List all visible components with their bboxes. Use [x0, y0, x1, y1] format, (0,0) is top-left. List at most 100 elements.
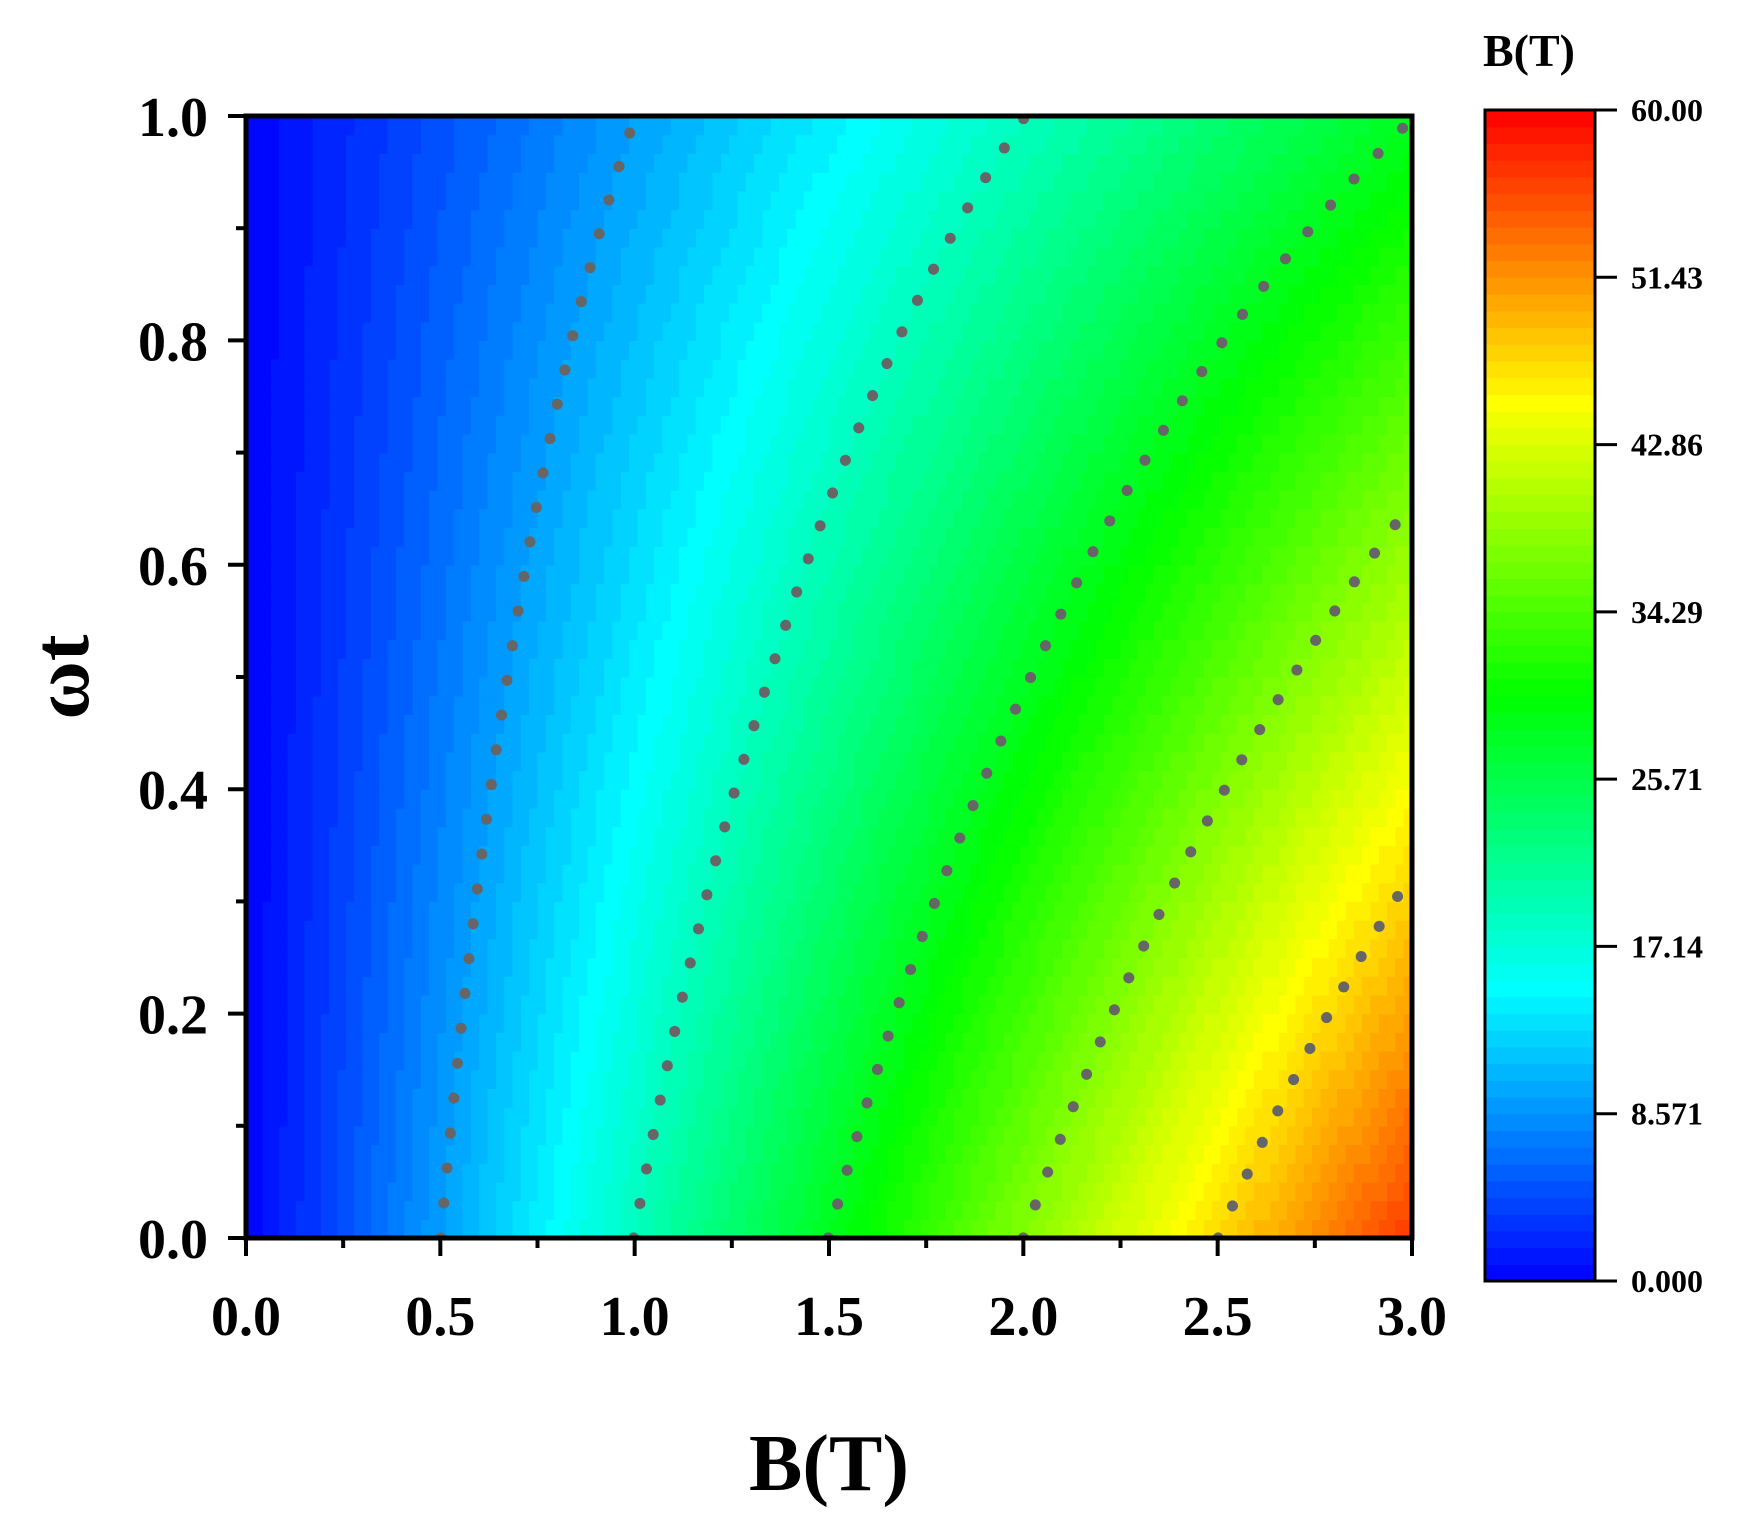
colorbar-swatch: [1485, 244, 1595, 261]
colorbar-swatch: [1485, 394, 1595, 411]
colorbar-swatch: [1485, 846, 1595, 863]
x-tick-label: 0.0: [211, 1286, 281, 1348]
x-axis: 0.0 0.5 1.0 1.5 2.0 2.5 3.0: [211, 1238, 1447, 1348]
colorbar-swatch: [1485, 495, 1595, 512]
colorbar-swatch: [1485, 880, 1595, 897]
colorbar-title: B(T): [1483, 25, 1575, 76]
colorbar-swatch: [1485, 562, 1595, 579]
colorbar-swatch: [1485, 729, 1595, 746]
colorbar-swatch: [1485, 762, 1595, 779]
x-tick-label: 2.5: [1183, 1286, 1253, 1348]
y-tick-label: 0.0: [138, 1209, 208, 1271]
colorbar-swatch: [1485, 294, 1595, 311]
colorbar-swatch: [1485, 946, 1595, 963]
colorbar-swatch: [1485, 662, 1595, 679]
y-tick-label: 0.8: [138, 311, 208, 373]
colorbar-tick-label: 8.571: [1631, 1096, 1703, 1132]
colorbar-swatch: [1485, 528, 1595, 545]
colorbar-swatch: [1485, 1030, 1595, 1047]
colorbar-swatch: [1485, 478, 1595, 495]
colorbar-swatch: [1485, 779, 1595, 796]
colorbar-swatch: [1485, 896, 1595, 913]
colorbar-swatch: [1485, 344, 1595, 361]
colorbar-swatch: [1485, 913, 1595, 930]
colorbar-swatch: [1485, 930, 1595, 947]
colorbar-swatch: [1485, 1164, 1595, 1181]
colorbar-swatch: [1485, 1013, 1595, 1030]
colorbar-swatch: [1485, 378, 1595, 395]
colorbar-swatch: [1485, 1181, 1595, 1198]
colorbar-swatch: [1485, 428, 1595, 445]
colorbar-swatch: [1485, 746, 1595, 763]
colorbar-swatch: [1485, 177, 1595, 194]
y-tick-label: 0.4: [138, 760, 208, 822]
colorbar-swatch: [1485, 1130, 1595, 1147]
colorbar-swatch: [1485, 712, 1595, 729]
colorbar-tick-label: 17.14: [1631, 928, 1703, 964]
colorbar-swatch: [1485, 1064, 1595, 1081]
colorbar: 0.000 8.571 17.14 25.71 34.29 42.86 51.43 60.00: [1485, 92, 1703, 1299]
colorbar-swatch: [1485, 578, 1595, 595]
colorbar-tick-label: 42.86: [1631, 427, 1703, 463]
colorbar-swatch: [1485, 612, 1595, 629]
colorbar-swatch: [1485, 194, 1595, 211]
colorbar-swatch: [1485, 1264, 1595, 1281]
colorbar-swatch: [1485, 210, 1595, 227]
y-tick-label: 0.2: [138, 985, 208, 1047]
x-tick-label: 1.5: [794, 1286, 864, 1348]
colorbar-tick-label: 34.29: [1631, 594, 1703, 630]
colorbar-swatch: [1485, 1047, 1595, 1064]
colorbar-swatch: [1485, 277, 1595, 294]
x-tick-label: 3.0: [1377, 1286, 1447, 1348]
y-axis-title: ωt: [18, 634, 106, 719]
colorbar-tick-label: 0.000: [1631, 1263, 1703, 1299]
contour-fill: [246, 116, 1413, 1239]
x-axis-title: B(T): [749, 1420, 909, 1508]
colorbar-swatch: [1485, 1114, 1595, 1131]
colorbar-tick-label: 25.71: [1631, 761, 1703, 797]
colorbar-swatch: [1485, 1147, 1595, 1164]
colorbar-swatch: [1485, 545, 1595, 562]
colorbar-swatch: [1485, 813, 1595, 830]
colorbar-swatch: [1485, 997, 1595, 1014]
y-tick-label: 0.6: [138, 536, 208, 598]
colorbar-swatch: [1485, 595, 1595, 612]
colorbar-swatch: [1485, 679, 1595, 696]
colorbar-swatch: [1485, 143, 1595, 160]
colorbar-swatch: [1485, 796, 1595, 813]
colorbar-swatch: [1485, 227, 1595, 244]
colorbar-swatch: [1485, 863, 1595, 880]
colorbar-swatch: [1485, 160, 1595, 177]
y-axis: 0.0 0.2 0.4 0.6 0.8 1.0: [138, 87, 246, 1271]
colorbar-swatch: [1485, 511, 1595, 528]
colorbar-swatch: [1485, 980, 1595, 997]
colorbar-swatch: [1485, 445, 1595, 462]
colorbar-swatch: [1485, 411, 1595, 428]
colorbar-swatch: [1485, 261, 1595, 278]
x-tick-label: 1.0: [600, 1286, 670, 1348]
colorbar-swatch: [1485, 1197, 1595, 1214]
colorbar-swatch: [1485, 1214, 1595, 1231]
colorbar-swatch: [1485, 963, 1595, 980]
x-tick-label: 0.5: [405, 1286, 475, 1348]
colorbar-swatch: [1485, 1231, 1595, 1248]
colorbar-swatch: [1485, 461, 1595, 478]
colorbar-swatch: [1485, 327, 1595, 344]
x-tick-label: 2.0: [988, 1286, 1058, 1348]
colorbar-swatch: [1485, 1080, 1595, 1097]
colorbar-tick-label: 60.00: [1631, 92, 1703, 128]
colorbar-swatch: [1485, 1097, 1595, 1114]
colorbar-swatch: [1485, 696, 1595, 713]
colorbar-swatch: [1485, 645, 1595, 662]
colorbar-tick-label: 51.43: [1631, 259, 1703, 295]
colorbar-swatch: [1485, 629, 1595, 646]
colorbar-swatch: [1485, 1248, 1595, 1265]
colorbar-swatch: [1485, 127, 1595, 144]
colorbar-swatch: [1485, 361, 1595, 378]
colorbar-swatch: [1485, 311, 1595, 328]
colorbar-swatch: [1485, 110, 1595, 127]
y-tick-label: 1.0: [138, 87, 208, 149]
colorbar-swatch: [1485, 829, 1595, 846]
